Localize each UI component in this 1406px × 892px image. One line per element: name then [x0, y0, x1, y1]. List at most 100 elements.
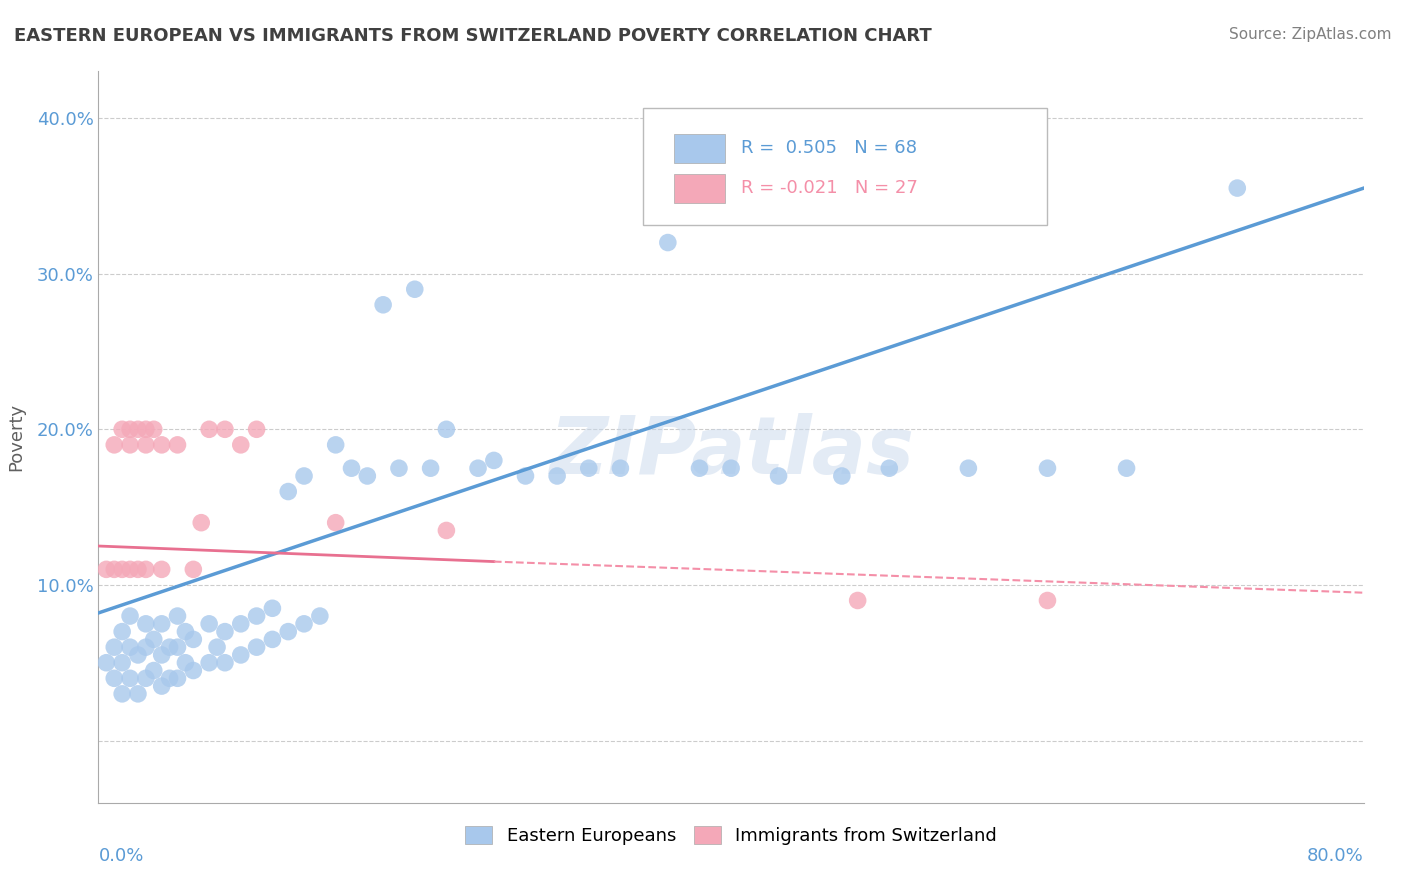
- Point: [135, 562, 157, 576]
- Point: [419, 461, 441, 475]
- Point: [96, 562, 118, 576]
- Text: EASTERN EUROPEAN VS IMMIGRANTS FROM SWITZERLAND POVERTY CORRELATION CHART: EASTERN EUROPEAN VS IMMIGRANTS FROM SWIT…: [14, 27, 932, 45]
- Point: [127, 422, 149, 436]
- Point: [135, 671, 157, 685]
- Point: [135, 422, 157, 436]
- Point: [325, 516, 347, 530]
- Point: [546, 469, 568, 483]
- Point: [103, 438, 125, 452]
- Point: [142, 664, 165, 678]
- Point: [467, 461, 489, 475]
- Point: [135, 438, 157, 452]
- Point: [135, 616, 157, 631]
- Point: [436, 422, 458, 436]
- Point: [214, 656, 236, 670]
- Point: [111, 687, 134, 701]
- Point: [96, 656, 118, 670]
- Point: [262, 632, 284, 647]
- Point: [246, 609, 269, 624]
- FancyBboxPatch shape: [675, 174, 725, 203]
- Text: Source: ZipAtlas.com: Source: ZipAtlas.com: [1229, 27, 1392, 42]
- Point: [150, 616, 173, 631]
- Point: [159, 671, 181, 685]
- Point: [325, 438, 347, 452]
- Point: [388, 461, 411, 475]
- Point: [436, 524, 458, 538]
- FancyBboxPatch shape: [675, 134, 725, 163]
- Point: [277, 484, 299, 499]
- Point: [1226, 181, 1249, 195]
- Point: [1036, 593, 1059, 607]
- Point: [127, 687, 149, 701]
- Point: [205, 640, 228, 655]
- Point: [120, 562, 141, 576]
- Point: [831, 469, 853, 483]
- Point: [127, 648, 149, 662]
- Text: 0.0%: 0.0%: [98, 847, 143, 864]
- Point: [103, 562, 125, 576]
- Point: [103, 671, 125, 685]
- Point: [1036, 461, 1059, 475]
- Point: [578, 461, 600, 475]
- Point: [111, 562, 134, 576]
- Point: [214, 422, 236, 436]
- Point: [183, 562, 205, 576]
- Point: [111, 656, 134, 670]
- Point: [120, 438, 141, 452]
- Point: [292, 616, 315, 631]
- Point: [166, 671, 188, 685]
- Point: [127, 562, 149, 576]
- Point: [246, 640, 269, 655]
- Point: [1115, 461, 1137, 475]
- Point: [292, 469, 315, 483]
- Text: R = -0.021   N = 27: R = -0.021 N = 27: [741, 179, 918, 197]
- Point: [135, 640, 157, 655]
- Text: ZIPatlas: ZIPatlas: [548, 413, 914, 491]
- Point: [150, 438, 173, 452]
- Point: [229, 648, 252, 662]
- Point: [166, 609, 188, 624]
- Point: [768, 469, 790, 483]
- Point: [198, 616, 221, 631]
- Point: [246, 422, 269, 436]
- Point: [262, 601, 284, 615]
- Point: [174, 656, 197, 670]
- Point: [103, 640, 125, 655]
- Point: [957, 461, 980, 475]
- Point: [309, 609, 332, 624]
- Point: [609, 461, 631, 475]
- Point: [198, 422, 221, 436]
- Point: [190, 516, 212, 530]
- Point: [404, 282, 426, 296]
- Point: [688, 461, 710, 475]
- Point: [142, 632, 165, 647]
- Point: [111, 422, 134, 436]
- Point: [482, 453, 505, 467]
- Point: [229, 438, 252, 452]
- Point: [340, 461, 363, 475]
- Point: [142, 422, 165, 436]
- Point: [150, 562, 173, 576]
- Point: [120, 671, 141, 685]
- Point: [159, 640, 181, 655]
- Point: [120, 609, 141, 624]
- Point: [183, 632, 205, 647]
- Point: [150, 648, 173, 662]
- Legend: Eastern Europeans, Immigrants from Switzerland: Eastern Europeans, Immigrants from Switz…: [458, 819, 1004, 852]
- Text: 80.0%: 80.0%: [1308, 847, 1364, 864]
- Point: [174, 624, 197, 639]
- Point: [277, 624, 299, 639]
- Point: [166, 640, 188, 655]
- Point: [120, 640, 141, 655]
- Point: [720, 461, 742, 475]
- Point: [371, 298, 394, 312]
- Point: [111, 624, 134, 639]
- Point: [356, 469, 378, 483]
- Point: [846, 593, 869, 607]
- Point: [214, 624, 236, 639]
- Point: [120, 422, 141, 436]
- Point: [515, 469, 537, 483]
- Text: R =  0.505   N = 68: R = 0.505 N = 68: [741, 139, 917, 157]
- Point: [183, 664, 205, 678]
- Y-axis label: Poverty: Poverty: [7, 403, 25, 471]
